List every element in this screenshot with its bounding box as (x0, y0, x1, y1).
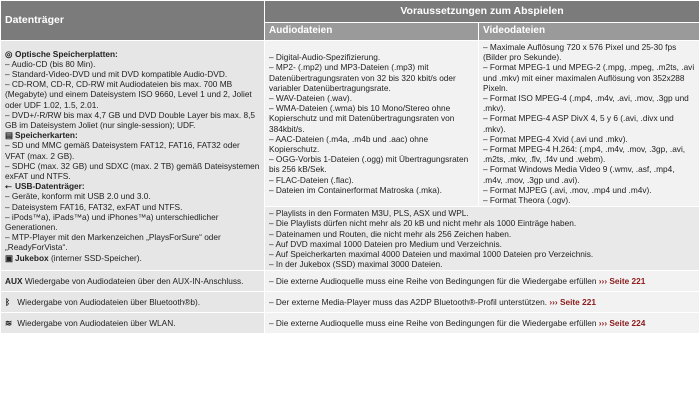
video-item: – Format Windows Media Video 9 (.wmv, .a… (483, 164, 675, 185)
usb-icon: ⭠ (5, 181, 12, 192)
usb-title: ⭠ USB-Datenträger: (5, 181, 85, 192)
video-item: – Format MPEG-4 H.264: (.mp4, .m4v, .mov… (483, 144, 686, 165)
video-item: – Format MPEG-4 Xvid (.avi und .mkv). (483, 133, 628, 144)
media-list-cell: ◎ Optische Speicherplatten: – Audio-CD (b… (0, 39, 265, 272)
bluetooth-page-ref[interactable]: ››› Seite 221 (549, 297, 596, 308)
optical-item: – Audio-CD (bis 80 Min). (5, 58, 96, 69)
audio-item: – FLAC-Dateien (.flac). (269, 174, 354, 185)
jukebox-line: ▣ Jukebox (interner SSD-Speicher). (5, 252, 142, 263)
usb-item: – Geräte, konform mit USB 2.0 und 3.0. (5, 191, 151, 202)
cards-item: – SDHC (max. 32 GB) und SDXC (max. 2 TB)… (5, 160, 260, 182)
audio-item: – Digital-Audio-Spezifizierung. (269, 52, 381, 63)
wlan-row-text: – Die externe Audioquelle muss eine Reih… (264, 312, 699, 335)
header-media: Datenträger (0, 0, 265, 41)
playlist-item: – Auf DVD maximal 1000 Dateien pro Mediu… (269, 238, 502, 249)
video-item: – Format MJPEG (.avi, .mov, .mp4 und .m4… (483, 184, 652, 195)
optical-item: – DVD+/-R/RW bis max 4,7 GB und DVD Doub… (5, 109, 256, 131)
bluetooth-icon: ᛒ (5, 297, 10, 308)
aux-page-ref[interactable]: ››› Seite 221 (598, 276, 646, 287)
video-item: – Format ISO MPEG-4 (.mp4, .m4v, .avi, .… (483, 93, 689, 114)
optical-item: – CD-ROM, CD-R, CD-RW mit Audiodateien b… (5, 79, 252, 110)
header-audio: Audiodateien (264, 22, 479, 41)
playlist-item: – Dateinamen und Routen, die nicht mehr … (269, 228, 512, 239)
jukebox-icon: ▣ (5, 252, 13, 263)
audio-formats-cell: – Digital-Audio-Spezifizierung. – MP2- (… (264, 39, 479, 208)
aux-icon: AUX (5, 276, 23, 287)
wlan-page-ref[interactable]: ››› Seite 224 (598, 318, 646, 329)
header-video: Videodateien (478, 22, 699, 41)
audio-item: – Dateien im Containerformat Matroska (.… (269, 184, 442, 195)
cards-item: – SD und MMC gemäß Dateisystem FAT12, FA… (5, 140, 240, 161)
playlist-item: – Die Playlists dürfen nicht mehr als 20… (269, 218, 577, 229)
wifi-icon: ≋ (5, 318, 12, 329)
wlan-row-label: ≋ Wiedergabe von Audiodateien über WLAN. (0, 312, 265, 335)
audio-item: – OGG-Vorbis 1-Dateien (.ogg) mit Übertr… (269, 154, 469, 175)
optical-title: ◎ Optische Speicherplatten: (5, 48, 118, 59)
aux-row-text: – Die externe Audioquelle muss eine Reih… (264, 270, 699, 293)
audio-item: – WMA-Dateien (.wma) bis 10 Mono/Stereo … (269, 103, 455, 134)
playlist-item: – Playlists in den Formaten M3U, PLS, AS… (269, 208, 469, 219)
playlist-rules-cell: – Playlists in den Formaten M3U, PLS, AS… (264, 206, 699, 272)
cards-title: ▤ Speicherkarten: (5, 130, 78, 141)
sd-card-icon: ▤ (5, 130, 13, 141)
video-item: – Format MPEG-1 und MPEG-2 (.mpg, .mpeg,… (483, 62, 695, 93)
bluetooth-row-text: – Der externe Media-Player muss das A2DP… (264, 291, 699, 314)
optical-item: – Standard-Video-DVD und mit DVD kompati… (5, 69, 228, 79)
aux-row-label: AUX Wiedergabe von Audiodateien über den… (0, 270, 265, 293)
usb-item: – MTP-Player mit den Markenzeichen „Play… (5, 232, 221, 253)
bluetooth-row-label: ᛒ Wiedergabe von Audiodateien über Bluet… (0, 291, 265, 314)
video-item: – Maximale Auflösung 720 x 576 Pixel und… (483, 42, 677, 63)
playlist-item: – Auf Speicherkarten maximal 4000 Dateie… (269, 249, 594, 260)
audio-item: – WAV-Dateien (.wav). (269, 93, 352, 104)
video-item: – Format Theora (.ogv). (483, 195, 571, 206)
media-requirements-table: Datenträger Voraussetzungen zum Abspiele… (0, 0, 699, 335)
video-formats-cell: – Maximale Auflösung 720 x 576 Pixel und… (478, 39, 699, 208)
usb-item: – Dateisystem FAT16, FAT32, exFAT und NT… (5, 201, 183, 212)
playlist-item: – In der Jukebox (SSD) maximal 3000 Date… (269, 259, 443, 270)
header-requirements: Voraussetzungen zum Abspielen (264, 0, 699, 23)
disc-icon: ◎ (5, 48, 13, 59)
usb-item: – iPods™a), iPads™a) und iPhones™a) unte… (5, 211, 219, 233)
audio-item: – AAC-Dateien (.m4a, .m4b und .aac) ohne… (269, 133, 429, 155)
video-item: – Format MPEG-4 ASP DivX 4, 5 y 6 (.avi,… (483, 113, 674, 134)
audio-item: – MP2- (.mp2) und MP3-Dateien (.mp3) mit… (269, 62, 456, 93)
